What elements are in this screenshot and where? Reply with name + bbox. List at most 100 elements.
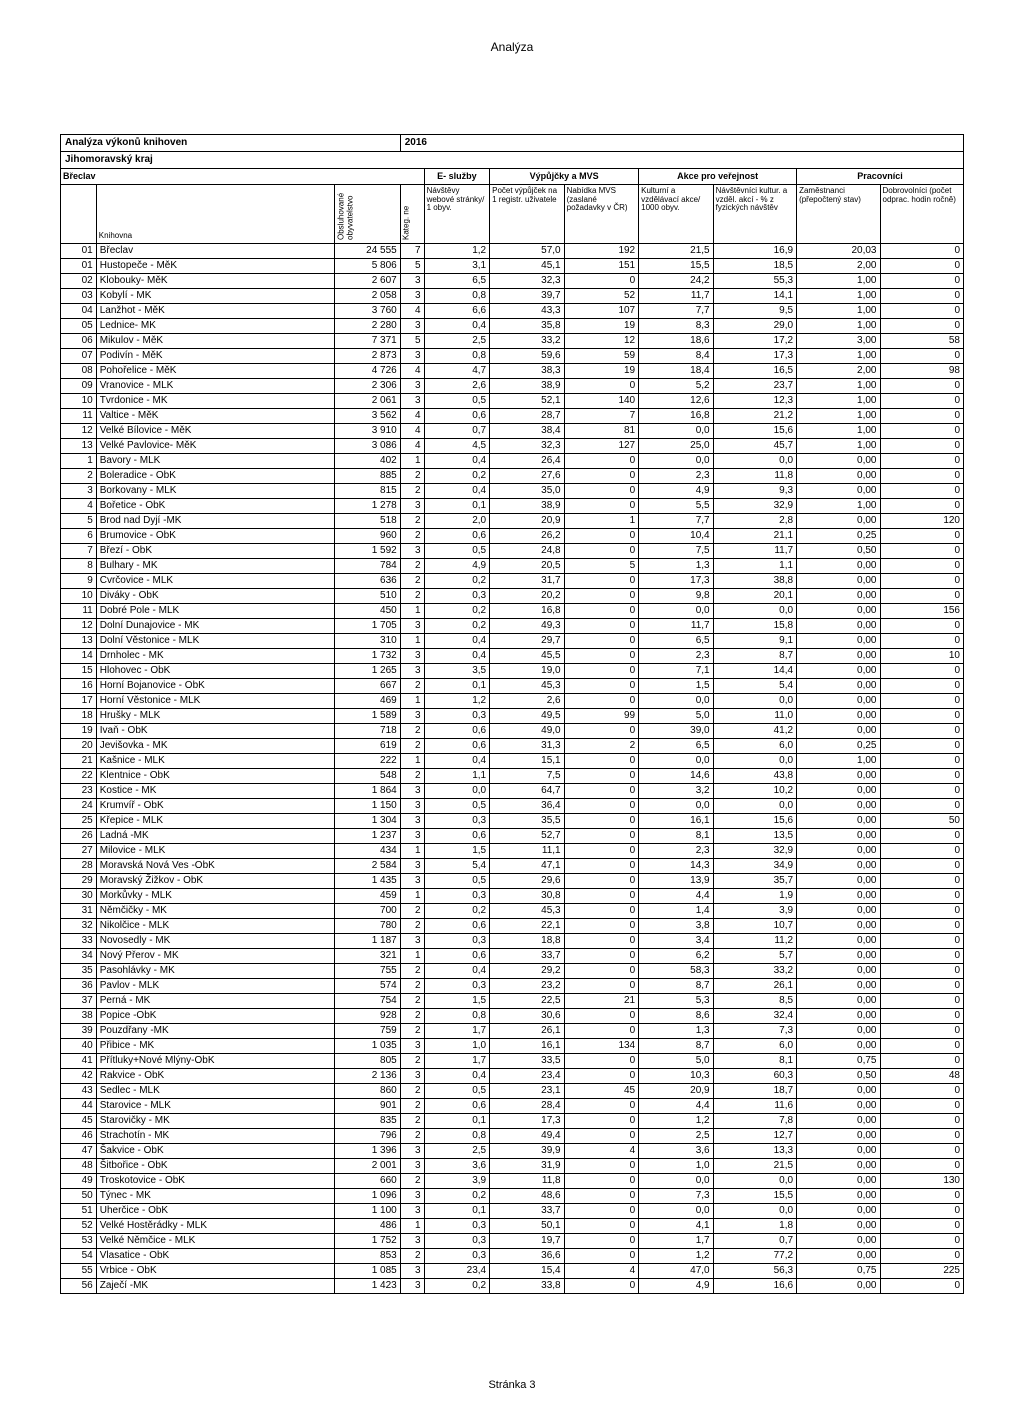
table-cell-name: Hlohovec - ObK: [96, 663, 334, 678]
table-cell: 5: [61, 513, 97, 528]
table-cell: 13: [61, 633, 97, 648]
table-cell-name: Velké Bílovice - MěK: [96, 423, 334, 438]
table-cell: 11,6: [713, 1098, 796, 1113]
table-cell: 5: [400, 333, 424, 348]
table-cell: 0,2: [424, 1278, 490, 1293]
table-cell: 853: [335, 1248, 401, 1263]
table-cell: 17,3: [490, 1113, 565, 1128]
table-cell: 4: [400, 423, 424, 438]
table-cell-name: Přítluky+Nové Mlýny-ObK: [96, 1053, 334, 1068]
table-cell: 3: [400, 378, 424, 393]
table-cell: 0,6: [424, 723, 490, 738]
table-cell: 1,4: [639, 903, 714, 918]
table-cell-name: Pasohlávky - MK: [96, 963, 334, 978]
table-cell: 0,00: [797, 948, 880, 963]
table-cell: 20: [61, 738, 97, 753]
table-cell: 0: [564, 378, 639, 393]
table-cell: 0,00: [797, 453, 880, 468]
table-cell: 3 562: [335, 408, 401, 423]
table-cell: 0: [880, 1053, 964, 1068]
table-cell: 2,00: [797, 258, 880, 273]
table-cell: 0: [564, 1113, 639, 1128]
table-cell: 1: [61, 453, 97, 468]
table-cell: 1: [400, 948, 424, 963]
table-cell: 6,5: [639, 738, 714, 753]
table-cell: 24,2: [639, 273, 714, 288]
table-cell: 3: [400, 933, 424, 948]
table-cell: 0,3: [424, 978, 490, 993]
table-cell: 1,5: [639, 678, 714, 693]
table-cell: 52,1: [490, 393, 565, 408]
table-row: 22Klentnice - ObK54821,17,5014,643,80,00…: [61, 768, 964, 783]
table-cell: 1,00: [797, 393, 880, 408]
table-cell: 1,3: [639, 1023, 714, 1038]
table-cell: 52,7: [490, 828, 565, 843]
table-cell: 3 086: [335, 438, 401, 453]
table-cell: 0,3: [424, 1218, 490, 1233]
col-header-mvs: Nabídka MVS (zaslané požadavky v ČR): [564, 184, 639, 243]
table-cell: 0,0: [713, 1173, 796, 1188]
table-cell: 6,5: [639, 633, 714, 648]
table-cell: 8,7: [639, 978, 714, 993]
table-cell: 0,00: [797, 933, 880, 948]
table-cell: 2,5: [424, 333, 490, 348]
table-cell: 0,2: [424, 573, 490, 588]
table-cell: 27: [61, 843, 97, 858]
table-cell: 55: [61, 1263, 97, 1278]
table-cell: 45,3: [490, 903, 565, 918]
table-cell: 23: [61, 783, 97, 798]
table-cell: 26,1: [490, 1023, 565, 1038]
table-cell: 32,4: [713, 1008, 796, 1023]
table-cell: 548: [335, 768, 401, 783]
table-cell: 0: [564, 1188, 639, 1203]
table-cell: 50,1: [490, 1218, 565, 1233]
table-cell: 1 589: [335, 708, 401, 723]
table-cell: 0: [880, 948, 964, 963]
table-cell: 1,8: [713, 1218, 796, 1233]
table-row: 7Březí - ObK1 59230,524,807,511,70,500: [61, 543, 964, 558]
table-cell: 10,4: [639, 528, 714, 543]
table-cell: 7,7: [639, 303, 714, 318]
table-row: 34Nový Přerov - MK32110,633,706,25,70,00…: [61, 948, 964, 963]
table-cell: 36: [61, 978, 97, 993]
table-cell: 0: [564, 918, 639, 933]
table-cell: 21,5: [713, 1158, 796, 1173]
table-cell: 43,8: [713, 768, 796, 783]
table-cell: 3 760: [335, 303, 401, 318]
table-cell: 11,2: [713, 933, 796, 948]
table-row: 25Křepice - MLK1 30430,335,5016,115,60,0…: [61, 813, 964, 828]
table-cell: 2 058: [335, 288, 401, 303]
table-cell-name: Popice -ObK: [96, 1008, 334, 1023]
table-cell: 1,00: [797, 423, 880, 438]
table-cell: 0: [564, 1023, 639, 1038]
table-cell: 0: [564, 1278, 639, 1293]
table-cell: 0: [880, 408, 964, 423]
table-cell: 53: [61, 1233, 97, 1248]
table-cell: 25,0: [639, 438, 714, 453]
table-cell-name: Hustopeče - MěK: [96, 258, 334, 273]
table-cell: 18,4: [639, 363, 714, 378]
table-cell: 0,00: [797, 783, 880, 798]
table-cell: 0: [880, 678, 964, 693]
table-cell: 1,00: [797, 303, 880, 318]
table-cell: 48,6: [490, 1188, 565, 1203]
table-cell: 0: [564, 1218, 639, 1233]
table-cell: 2: [400, 1083, 424, 1098]
table-row: 54Vlasatice - ObK85320,336,601,277,20,00…: [61, 1248, 964, 1263]
table-cell: 9,3: [713, 483, 796, 498]
table-cell: 1 150: [335, 798, 401, 813]
table-cell: 0: [880, 873, 964, 888]
table-cell: 1,5: [424, 993, 490, 1008]
table-cell: 52: [564, 288, 639, 303]
page: Analýza Analýza výkonů knihoven 2016 Jih…: [0, 0, 1024, 1421]
table-cell: 402: [335, 453, 401, 468]
table-cell: 0,3: [424, 588, 490, 603]
table-cell: 43: [61, 1083, 97, 1098]
table-cell-name: Boleradice - ObK: [96, 468, 334, 483]
table-cell: 35,5: [490, 813, 565, 828]
table-cell: 59: [564, 348, 639, 363]
table-cell: 0,00: [797, 993, 880, 1008]
table-cell: 2: [400, 1248, 424, 1263]
table-cell: 784: [335, 558, 401, 573]
table-cell: 1 423: [335, 1278, 401, 1293]
